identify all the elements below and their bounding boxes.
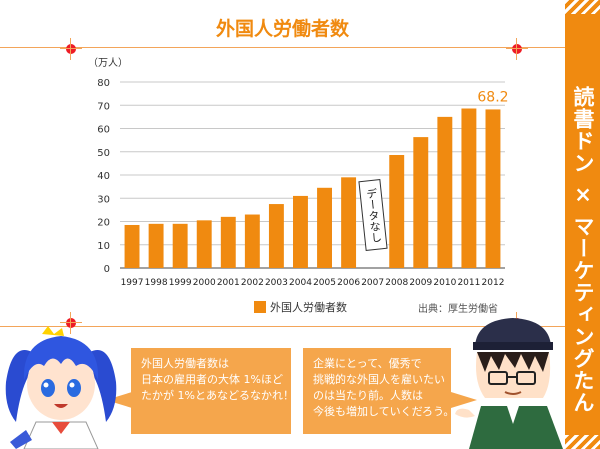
bar-2002 — [244, 214, 260, 268]
x-tick-label: 2003 — [265, 278, 288, 288]
speech-line: 外国人労働者数は — [141, 357, 229, 370]
x-tick-label: 1997 — [121, 278, 144, 288]
y-tick-label: 30 — [97, 194, 110, 205]
bar-2003 — [268, 204, 284, 268]
x-tick-label: 2002 — [241, 278, 264, 288]
side-banner-title: 読書ドン × マーケティングたん — [571, 86, 595, 414]
bar-2009 — [413, 137, 429, 268]
x-tick-label: 2006 — [337, 278, 360, 288]
x-tick-label: 1998 — [145, 278, 168, 288]
x-tick-label: 2001 — [217, 278, 240, 288]
y-axis-unit-label: （万人） — [88, 57, 128, 69]
speech-line: のは当たり前。人数は — [313, 389, 423, 402]
bar-1997 — [124, 224, 140, 268]
bar-1999 — [172, 223, 188, 268]
x-tick-label: 2007 — [361, 278, 384, 288]
side-banner-stripe-bottom — [565, 435, 600, 449]
side-banner — [565, 0, 600, 449]
bar-2010 — [437, 116, 453, 268]
speech-bubble-left: 外国人労働者数は 日本の雇用者の大体 1%ほど たかが 1%とあなどるなかれ！ — [131, 348, 294, 434]
x-tick-label: 2010 — [433, 278, 456, 288]
y-tick-label: 40 — [97, 171, 110, 182]
y-tick-label: 70 — [97, 101, 110, 112]
x-tick-label: 2012 — [482, 278, 505, 288]
speech-line: 挑戦的な外国人を雇いたい — [313, 373, 445, 386]
speech-line: たかが 1%とあなどるなかれ！ — [141, 389, 294, 402]
x-tick-label: 2000 — [193, 278, 216, 288]
legend-swatch — [254, 301, 266, 313]
y-tick-label: 0 — [104, 264, 110, 275]
bar-2001 — [220, 216, 236, 268]
x-tick-label: 2009 — [409, 278, 432, 288]
x-tick-label: 2004 — [289, 278, 312, 288]
divider-top — [0, 47, 565, 48]
data-label-2012: 68.2 — [477, 89, 508, 105]
x-tick-label: 1999 — [169, 278, 192, 288]
divider-bottom — [0, 326, 565, 327]
bar-1998 — [148, 223, 164, 268]
corner-dot-tl — [60, 38, 82, 60]
bar-2012 — [485, 109, 501, 268]
y-tick-label: 80 — [97, 78, 110, 89]
bar-2008 — [389, 155, 405, 268]
speech-bubble-right: 企業にとって、優秀で 挑戦的な外国人を雇いたい のは当たり前。人数は 今後も増加… — [303, 348, 455, 434]
character-girl-illustration — [5, 326, 117, 449]
y-tick-label: 60 — [97, 125, 110, 136]
page-title: 外国人労働者数 — [215, 18, 349, 40]
bar-2006 — [341, 177, 357, 268]
legend-label: 外国人労働者数 — [270, 301, 347, 314]
bar-2005 — [317, 187, 332, 268]
speech-line: 日本の雇用者の大体 1%ほど — [141, 373, 283, 386]
speech-line: 企業にとって、優秀で — [313, 357, 422, 370]
y-tick-label: 10 — [97, 241, 110, 252]
corner-dot-tr — [506, 38, 528, 60]
corner-dot-bl — [60, 312, 82, 334]
x-tick-label: 2011 — [457, 278, 480, 288]
bar-2000 — [196, 220, 212, 268]
bar-2004 — [293, 195, 308, 268]
y-tick-label: 20 — [97, 218, 110, 229]
source-note: 出典：厚生労働省 — [418, 304, 498, 315]
x-tick-label: 2005 — [313, 278, 336, 288]
bar-2011 — [461, 108, 477, 268]
y-tick-label: 50 — [97, 148, 110, 159]
x-tick-label: 2008 — [385, 278, 408, 288]
side-banner-stripe-top — [565, 0, 600, 14]
speech-bubble-right-tail — [451, 392, 477, 408]
character-boy-illustration — [455, 318, 563, 449]
speech-line: 今後も増加していくだろう。 — [313, 405, 455, 418]
